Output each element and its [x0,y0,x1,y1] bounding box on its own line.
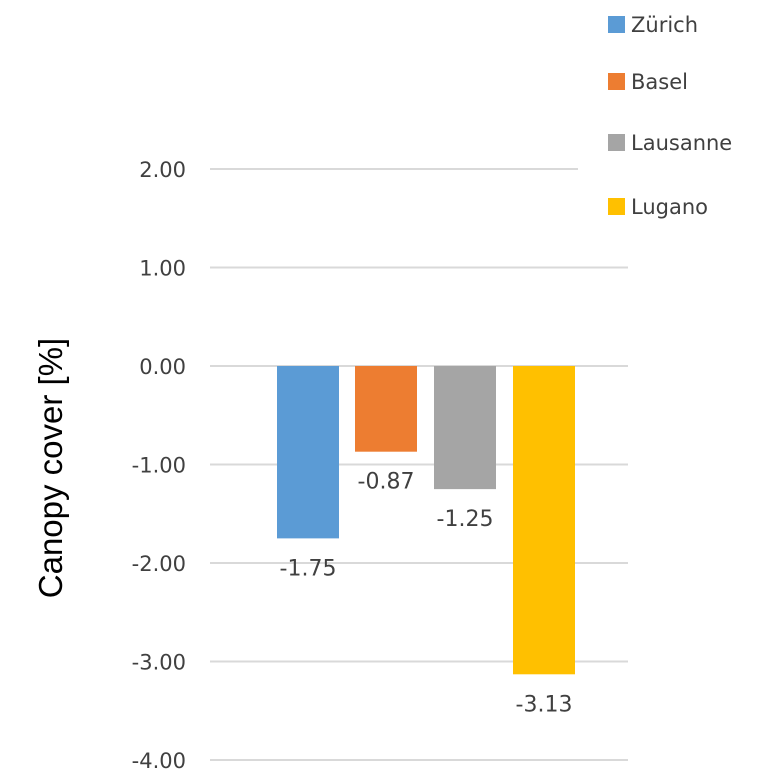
y-tick-label: 1.00 [139,257,186,281]
legend: Zürich Basel Lausanne Lugano [608,13,732,219]
y-tick-label: 0.00 [139,355,186,379]
data-labels: -1.75 -0.87 -1.25 -3.13 [280,470,573,718]
y-tick-label: -2.00 [132,552,186,576]
legend-swatch [608,16,625,33]
y-axis-label: Canopy cover [%] [32,338,69,598]
legend-entry: Zürich [631,13,698,37]
legend-entry: Basel [631,70,688,94]
data-label: -0.87 [358,470,415,495]
legend-swatch [608,198,625,215]
bar-lugano [513,366,575,675]
bars [277,366,575,675]
legend-swatch [608,134,625,151]
y-tick-label: -3.00 [132,651,186,675]
y-tick-label: 2.00 [139,158,186,182]
data-label: -3.13 [516,692,573,717]
bar-z-rich [277,366,339,539]
data-label: -1.25 [437,507,494,532]
y-axis-ticks: -4.00 -3.00 -2.00 -1.00 0.00 1.00 2.00 [132,158,186,773]
bar-basel [355,366,417,452]
data-label: -1.75 [280,556,337,581]
y-tick-label: -1.00 [132,454,186,478]
legend-entry: Lugano [631,195,708,219]
bar-lausanne [434,366,496,490]
legend-swatch [608,73,625,90]
y-tick-label: -4.00 [132,749,186,773]
legend-entry: Lausanne [631,131,732,155]
